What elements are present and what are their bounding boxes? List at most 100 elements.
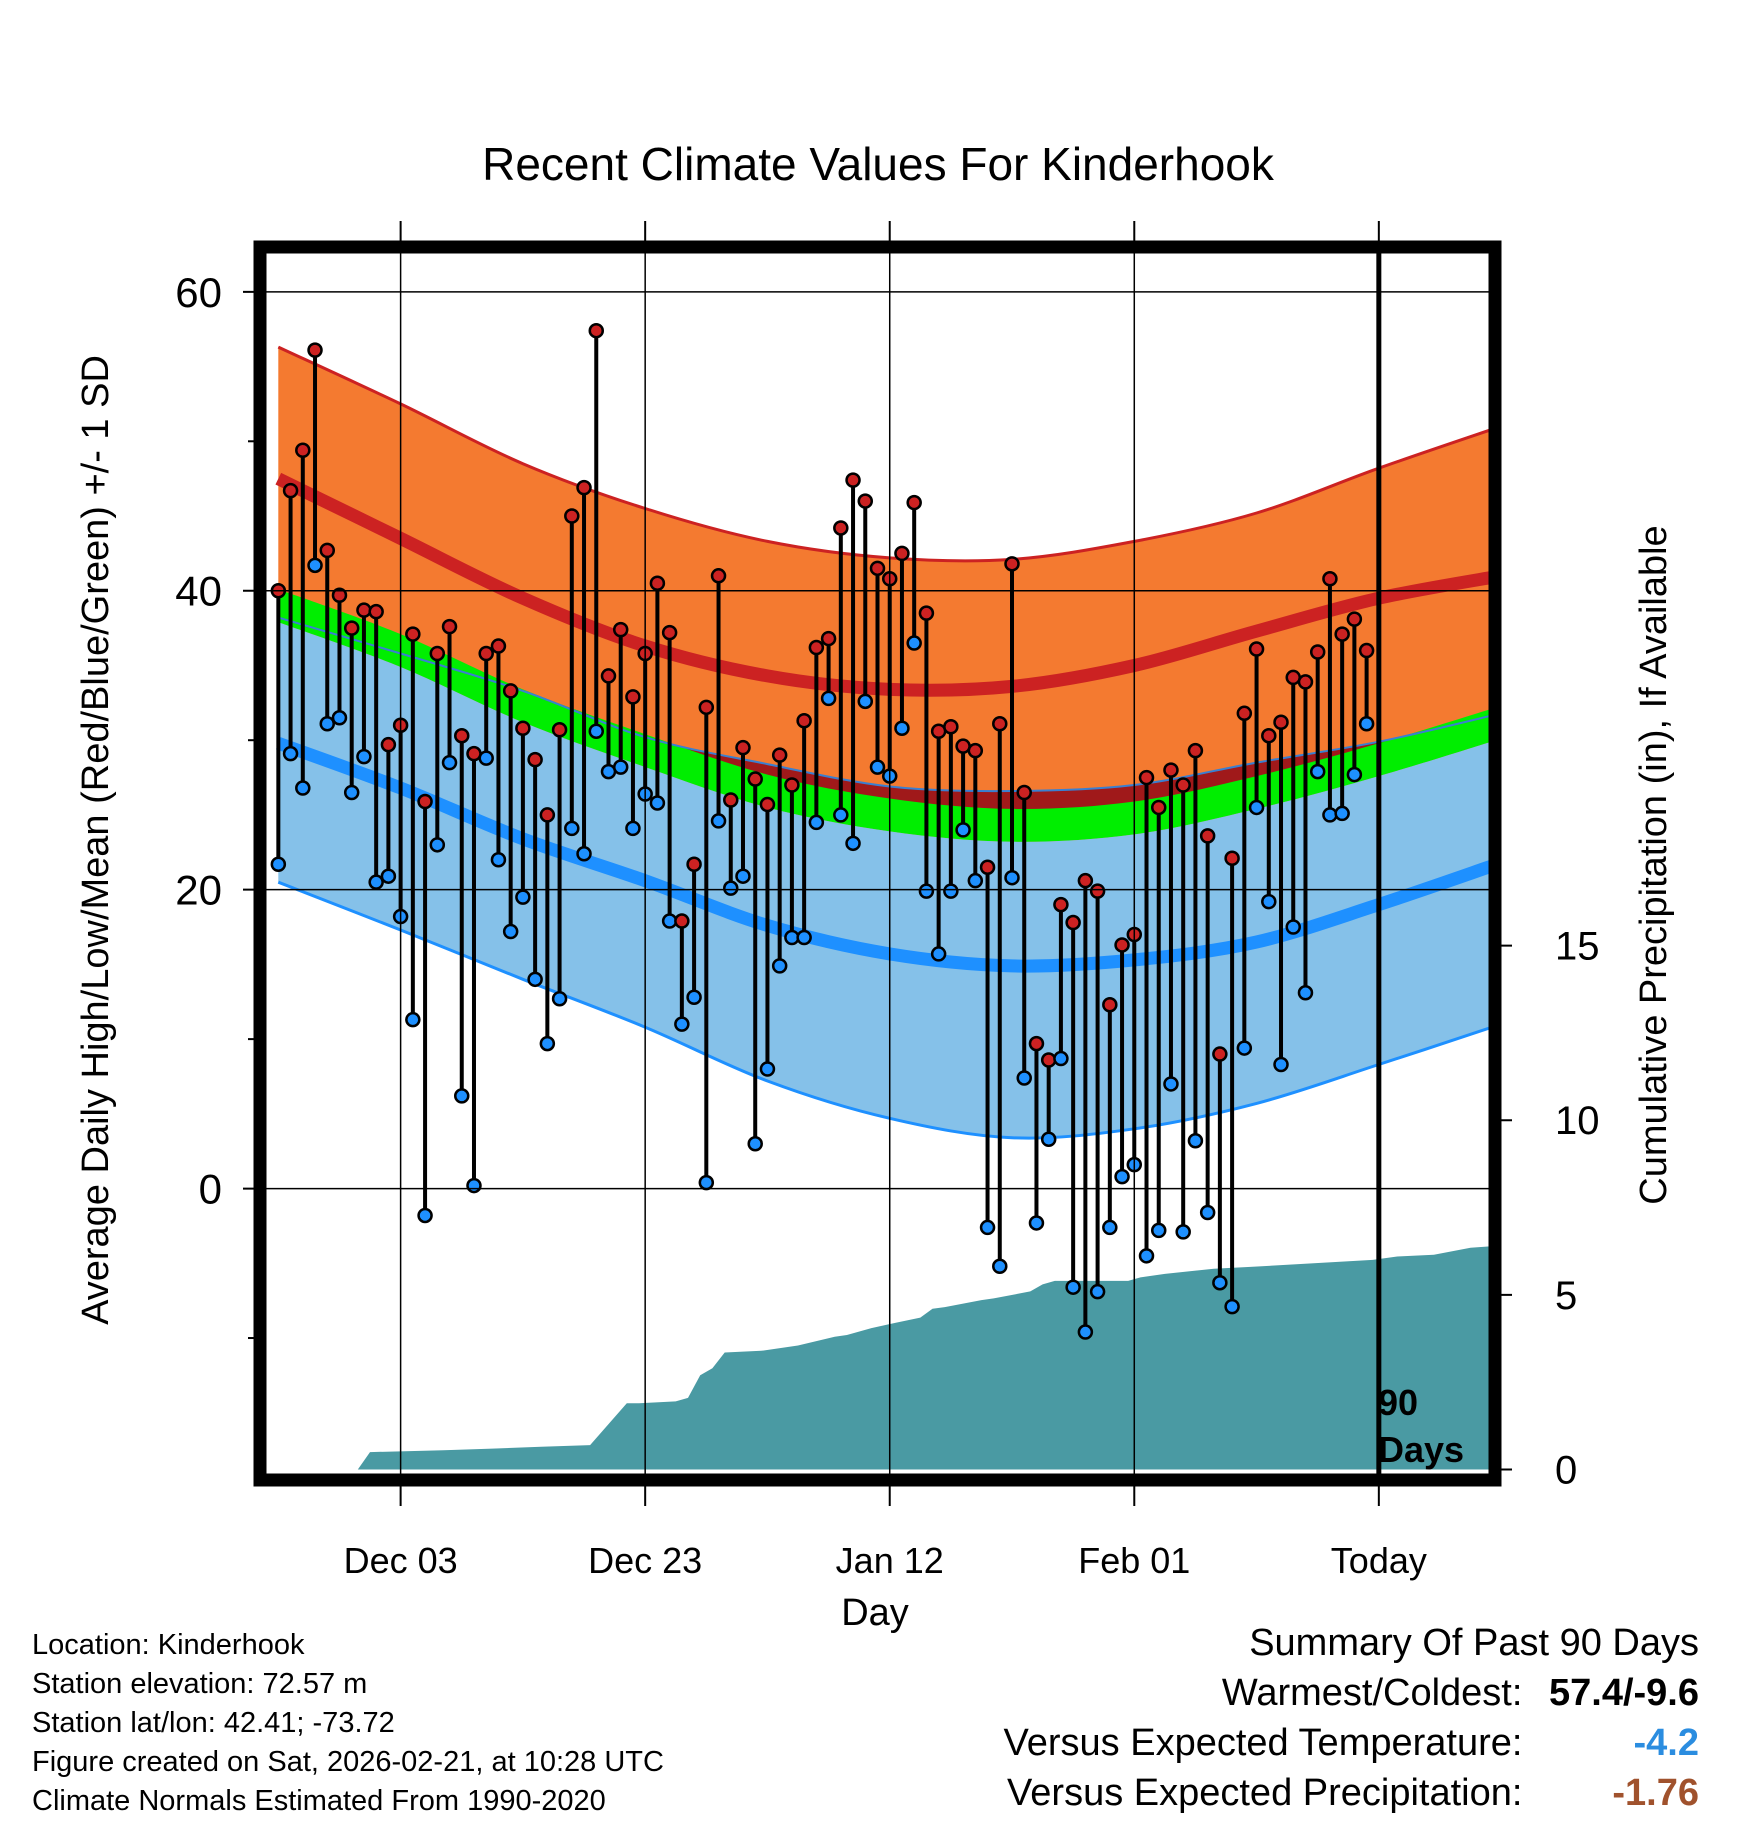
daily-low-point [1102,1219,1118,1236]
daily-low-point [539,1035,556,1052]
daily-high-point [441,618,458,635]
daily-high-point [833,520,849,536]
daily-high-point [1065,914,1081,931]
daily-low-point [1224,1298,1240,1315]
daily-low-point [1138,1248,1155,1264]
daily-high-point [356,602,372,618]
daily-low-point [405,1011,421,1028]
chart-title: Recent Climate Values For Kinderhook [482,138,1275,190]
daily-low-point [1334,805,1350,822]
daily-low-point [478,750,494,766]
daily-low-point [1004,869,1020,886]
daily-high-point [539,807,556,823]
x-axis-label: Day [841,1592,909,1634]
daily-high-point [918,605,935,621]
daily-high-point [796,713,812,729]
temp-anomaly-value: -4.2 [1633,1722,1699,1764]
daily-high-point [1102,996,1118,1013]
daily-high-point [735,739,751,756]
daily-low-point [1322,807,1338,823]
daily-low-point [1297,985,1314,1001]
summary-precip-row: Versus Expected Precipitation: -1.76 [799,1768,1699,1818]
daily-low-point [454,1088,470,1104]
daily-high-point [1138,769,1155,786]
daily-high-point [502,683,519,699]
daily-low-point [1150,1222,1167,1239]
daily-low-point [918,883,935,899]
daily-high-point [600,668,617,684]
daily-high-point [1236,705,1253,722]
daily-high-point [405,626,421,642]
daily-low-point [759,1061,776,1077]
daily-low-point [649,795,666,811]
daily-high-point [1309,644,1326,660]
daily-high-point [1187,742,1204,759]
daily-high-point [478,645,494,662]
daily-low-point [906,635,922,651]
days-label-word: Days [1378,1429,1464,1470]
daily-low-point [723,880,739,896]
daily-low-point [1261,893,1277,910]
daily-low-point [1358,716,1375,732]
daily-high-point [1261,727,1277,744]
daily-low-point [368,874,384,890]
daily-low-point [808,814,825,831]
daily-low-point [527,971,543,988]
daily-high-point [576,479,592,496]
daily-low-point [1236,1040,1253,1056]
daily-low-point [307,557,323,574]
daily-high-point [661,624,678,641]
daily-low-point [992,1258,1008,1275]
daily-low-point [1028,1215,1045,1231]
daily-high-point [1334,626,1350,642]
daily-high-point [906,494,922,511]
daily-high-point [307,342,323,358]
daily-low-point [979,1219,996,1236]
daily-low-point [1285,919,1301,935]
daily-low-point [1040,1131,1057,1147]
daily-high-point [1248,641,1265,657]
daily-high-point [808,639,825,656]
daily-low-point [319,716,336,732]
daily-low-point [1089,1283,1106,1300]
daily-low-point [343,784,360,801]
daily-high-point [1199,828,1216,844]
daily-high-point [368,603,384,620]
daily-high-point [710,568,727,584]
daily-low-point [686,989,702,1006]
daily-low-point [1346,766,1363,783]
cumulative-precip-area [260,1246,1495,1470]
daily-low-point [564,820,580,837]
y-axis-label: Average Daily High/Low/Mean (Red/Blue/Gr… [75,355,117,1325]
daily-low-point [380,868,397,884]
daily-high-point [1224,850,1240,867]
daily-high-point [1297,674,1314,690]
daily-low-point [270,856,287,872]
daily-low-point [845,835,861,852]
daily-low-point [943,883,959,899]
daily-low-point [1199,1204,1216,1221]
daily-low-point [1175,1224,1191,1240]
daily-high-point [527,751,543,768]
y2-tick-label: 15 [1555,925,1600,969]
daily-low-point [747,1135,763,1152]
daily-low-point [1114,1168,1130,1185]
daily-low-point [674,1016,690,1032]
daily-low-point [625,820,641,837]
daily-high-point [686,856,702,872]
y2-tick-label: 0 [1555,1449,1577,1493]
plot-frame [253,240,1502,1487]
daily-low-point [612,759,629,775]
daily-high-point [551,721,568,738]
daily-high-point [747,771,763,787]
daily-high-point [319,542,336,559]
summary-temp-row: Versus Expected Temperature: -4.2 [799,1718,1699,1768]
summary-warm-cold-row: Warmest/Coldest: 57.4/-9.6 [799,1668,1699,1718]
daily-low-point [295,780,311,796]
info-latlon: Station lat/lon: 42.41; -73.72 [32,1707,395,1739]
daily-high-point [1004,556,1020,572]
daily-high-point [295,442,311,459]
daily-high-point [454,727,470,744]
x-tick-label: Dec 23 [588,1540,702,1581]
